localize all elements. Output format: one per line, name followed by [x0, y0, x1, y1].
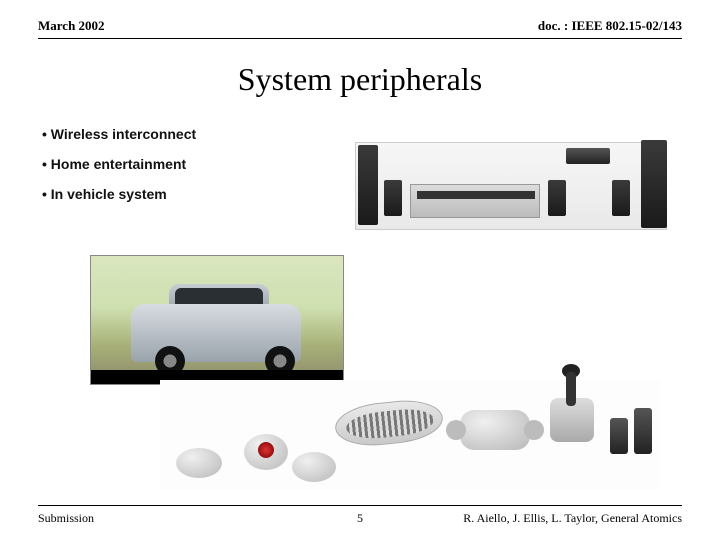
footer-page-number: 5: [357, 511, 363, 526]
joystick-icon: [550, 398, 594, 442]
bullet-item: Wireless interconnect: [42, 126, 720, 142]
speaker-icon: [358, 145, 378, 225]
speaker-icon: [610, 418, 628, 454]
header-rule: [38, 38, 682, 39]
pc-speakers-icon: [610, 408, 654, 454]
speaker-icon: [634, 408, 652, 454]
speaker-icon: [384, 180, 402, 216]
suv-image: [90, 255, 344, 385]
header-date: March 2002: [38, 18, 105, 34]
subwoofer-icon: [641, 140, 667, 228]
trackball-icon: [244, 434, 288, 470]
footer-authors: R. Aiello, J. Ellis, L. Taylor, General …: [463, 511, 682, 526]
receiver-icon: [410, 184, 540, 218]
speaker-icon: [548, 180, 566, 216]
slide-title: System peripherals: [0, 61, 720, 98]
center-speaker-icon: [566, 148, 610, 164]
peripherals-image: [160, 380, 660, 490]
slide-header: March 2002 doc. : IEEE 802.15-02/143: [0, 0, 720, 36]
mouse-icon: [292, 452, 336, 482]
footer-rule: [38, 505, 682, 506]
mouse-icon: [176, 448, 222, 478]
gamepad-icon: [460, 410, 530, 450]
footer-left: Submission: [38, 511, 94, 526]
header-docref: doc. : IEEE 802.15-02/143: [538, 18, 682, 34]
speaker-icon: [612, 180, 630, 216]
slide-footer: Submission 5 R. Aiello, J. Ellis, L. Tay…: [38, 511, 682, 526]
keyboard-icon: [333, 396, 445, 449]
